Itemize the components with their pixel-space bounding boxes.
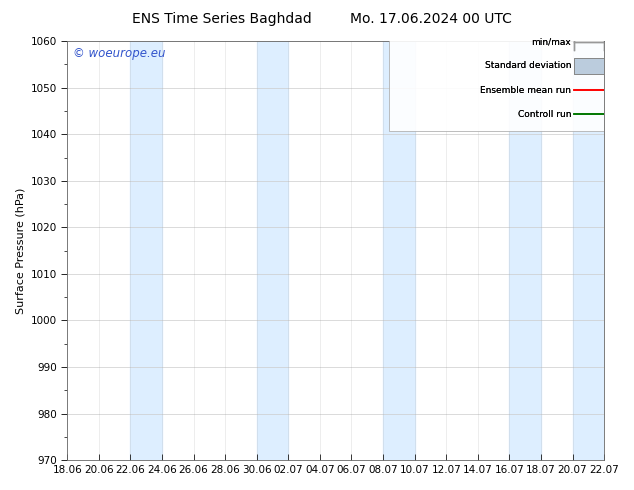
- Text: Ensemble mean run: Ensemble mean run: [481, 86, 571, 95]
- Text: Standard deviation: Standard deviation: [485, 61, 571, 71]
- Bar: [383, 41, 415, 460]
- Y-axis label: Surface Pressure (hPa): Surface Pressure (hPa): [15, 188, 25, 314]
- Text: Mo. 17.06.2024 00 UTC: Mo. 17.06.2024 00 UTC: [350, 12, 512, 26]
- Bar: [574, 58, 604, 74]
- Text: ENS Time Series Baghdad: ENS Time Series Baghdad: [132, 12, 312, 26]
- Text: Controll run: Controll run: [518, 110, 571, 119]
- Bar: [389, 25, 604, 131]
- Text: Standard deviation: Standard deviation: [485, 61, 571, 71]
- Text: min/max: min/max: [532, 37, 571, 46]
- Text: Ensemble mean run: Ensemble mean run: [481, 86, 571, 95]
- Bar: [257, 41, 288, 460]
- Bar: [131, 41, 162, 460]
- Bar: [574, 58, 604, 74]
- Bar: [573, 41, 604, 460]
- Bar: [509, 41, 541, 460]
- Text: Controll run: Controll run: [518, 110, 571, 119]
- Text: © woeurope.eu: © woeurope.eu: [72, 48, 165, 60]
- Text: min/max: min/max: [532, 37, 571, 46]
